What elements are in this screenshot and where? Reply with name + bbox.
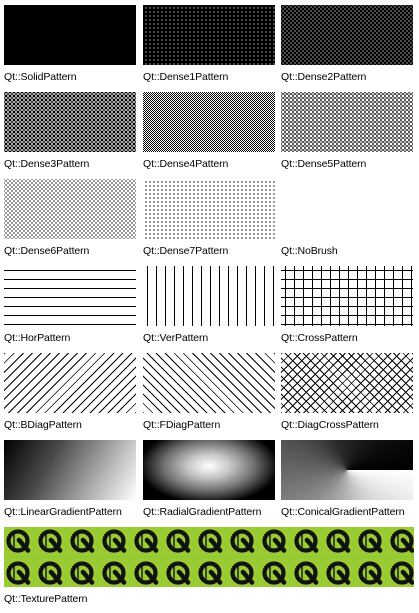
brush-label-dense3: Qt::Dense3Pattern xyxy=(4,158,90,170)
conical-gradient-swatch xyxy=(281,440,413,500)
backward-diagonal-pattern-swatch xyxy=(4,353,136,413)
brush-label-solid: Qt::SolidPattern xyxy=(4,71,77,83)
radial-gradient-swatch xyxy=(143,440,275,500)
brush-label-ver: Qt::VerPattern xyxy=(143,332,209,344)
brush-label-conical: Qt::ConicalGradientPattern xyxy=(281,506,405,518)
brush-label-bdiag: Qt::BDiagPattern xyxy=(4,419,82,431)
brush-label-fdiag: Qt::FDiagPattern xyxy=(143,419,221,431)
brush-label-radial: Qt::RadialGradientPattern xyxy=(143,506,262,518)
brush-label-dense1: Qt::Dense1Pattern xyxy=(143,71,229,83)
dense4-pattern-swatch xyxy=(143,92,275,152)
brush-label-cross: Qt::CrossPattern xyxy=(281,332,358,344)
cross-pattern-swatch xyxy=(281,266,413,326)
brush-label-dense5: Qt::Dense5Pattern xyxy=(281,158,367,170)
brush-label-texture: Qt::TexturePattern xyxy=(4,593,88,605)
forward-diagonal-pattern-swatch xyxy=(143,353,275,413)
dense6-pattern-swatch xyxy=(4,179,136,239)
diagonal-cross-pattern-swatch xyxy=(281,353,413,413)
brush-label-dense7: Qt::Dense7Pattern xyxy=(143,245,229,257)
brush-label-dense6: Qt::Dense6Pattern xyxy=(4,245,90,257)
brush-label-dense2: Qt::Dense2Pattern xyxy=(281,71,367,83)
qt-logo-texture-icon xyxy=(4,527,414,587)
brush-label-hor: Qt::HorPattern xyxy=(4,332,71,344)
dense2-pattern-swatch xyxy=(281,5,413,65)
brush-label-nobrush: Qt::NoBrush xyxy=(281,245,338,257)
dense1-pattern-swatch xyxy=(143,5,275,65)
vertical-lines-pattern-swatch xyxy=(143,266,275,326)
no-brush-swatch xyxy=(281,179,413,239)
dense7-pattern-swatch xyxy=(143,179,275,239)
linear-gradient-swatch xyxy=(4,440,136,500)
brush-label-diagcross: Qt::DiagCrossPattern xyxy=(281,419,379,431)
qt-logo-texture-swatch xyxy=(4,527,414,587)
dense3-pattern-swatch xyxy=(4,92,136,152)
brush-label-linear: Qt::LinearGradientPattern xyxy=(4,506,122,518)
dense5-pattern-swatch xyxy=(281,92,413,152)
solid-pattern-swatch xyxy=(4,5,136,65)
horizontal-lines-pattern-swatch xyxy=(4,266,136,326)
brush-label-dense4: Qt::Dense4Pattern xyxy=(143,158,229,170)
